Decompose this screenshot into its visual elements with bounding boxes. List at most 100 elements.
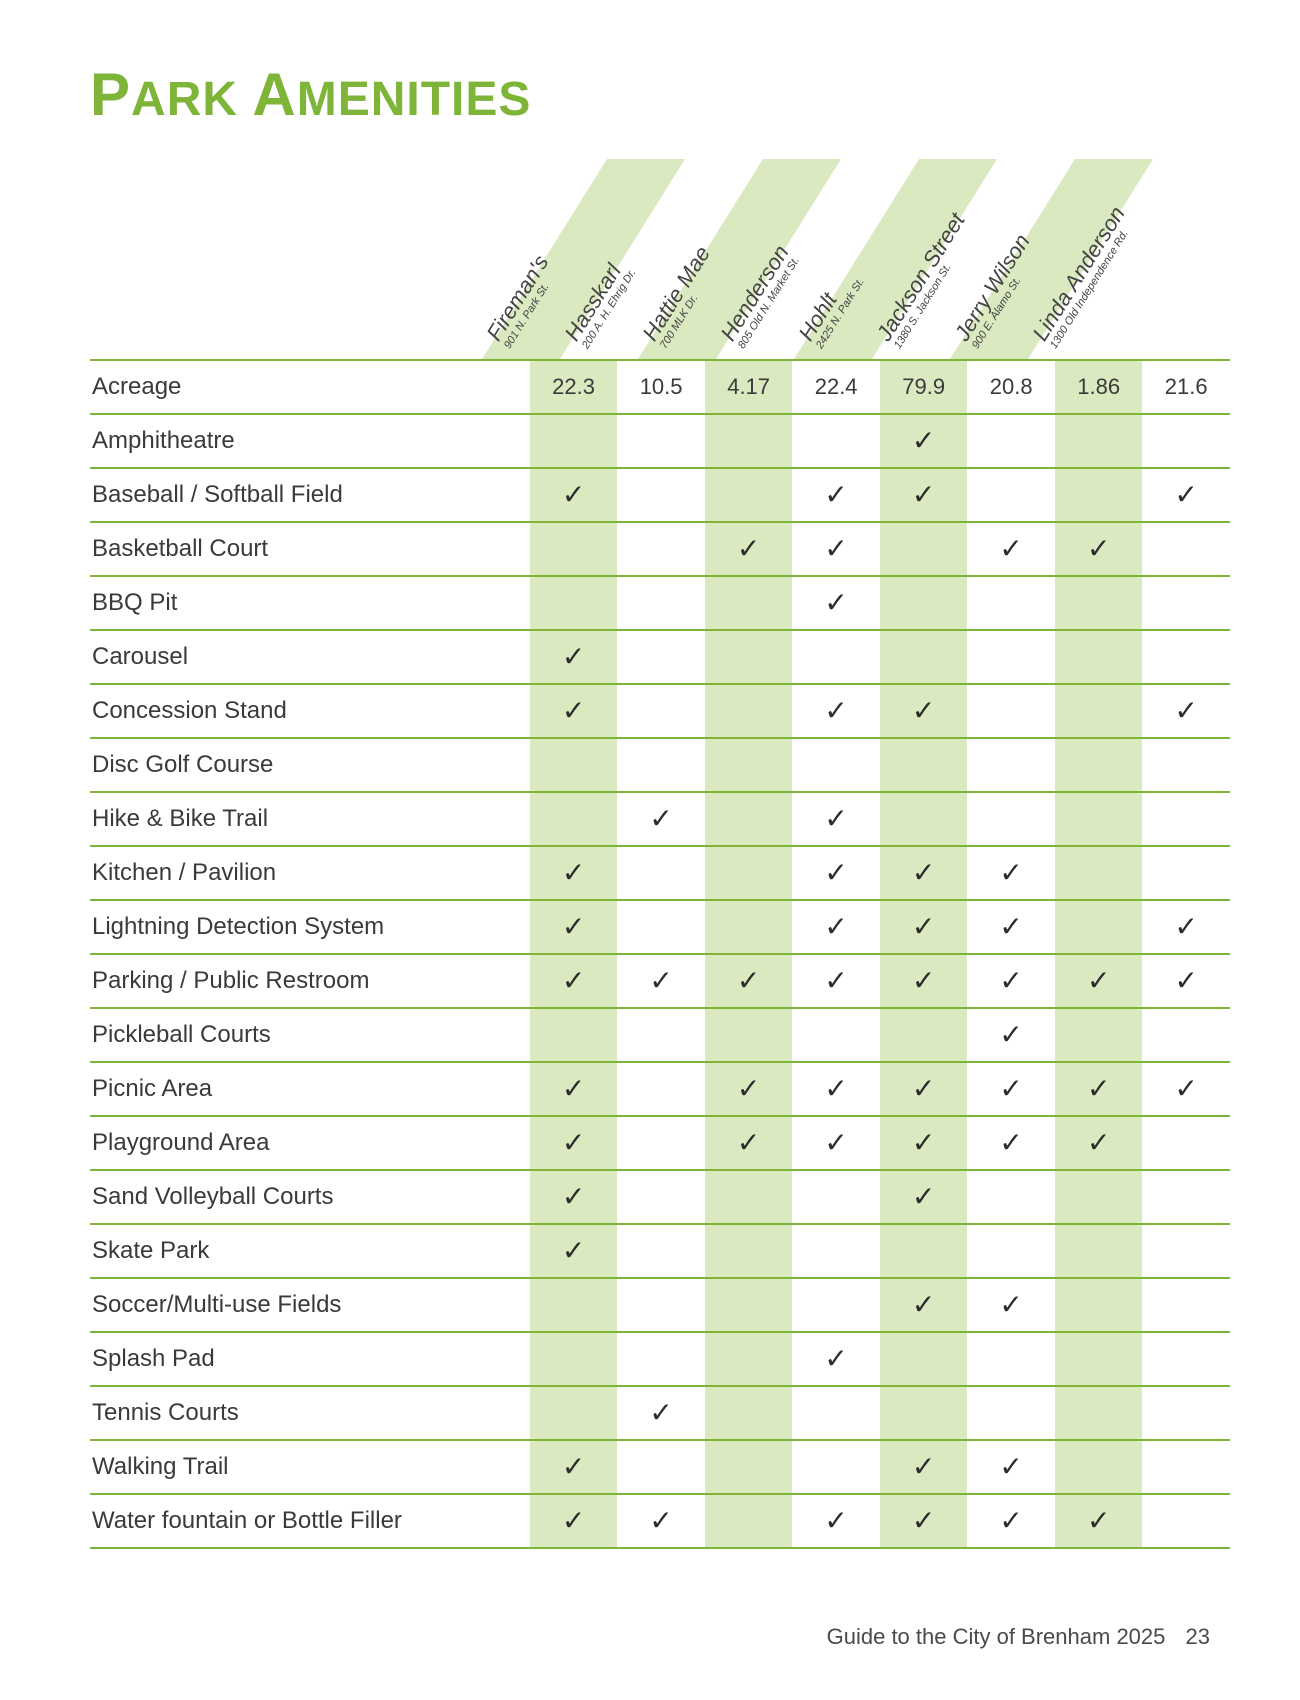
check-icon: ✓: [1087, 1507, 1110, 1535]
amenity-cell: ✓: [880, 1170, 968, 1224]
amenity-cell: ✓: [530, 468, 618, 522]
amenity-cell: ✓: [880, 684, 968, 738]
check-icon: ✓: [999, 1075, 1022, 1103]
table-row: Soccer/Multi-use Fields✓✓: [90, 1278, 1230, 1332]
acreage-value: 79.9: [902, 374, 945, 399]
row-label: Sand Volleyball Courts: [90, 1170, 530, 1224]
amenity-cell: [1142, 1170, 1230, 1224]
amenity-cell: [1142, 576, 1230, 630]
row-label: Skate Park: [90, 1224, 530, 1278]
amenity-cell: [617, 1062, 705, 1116]
amenity-cell: [880, 576, 968, 630]
amenity-cell: ✓: [617, 792, 705, 846]
amenity-cell: ✓: [792, 468, 880, 522]
acreage-value: 22.4: [815, 374, 858, 399]
amenity-cell: [880, 792, 968, 846]
amenity-cell: ✓: [1055, 954, 1143, 1008]
check-icon: ✓: [737, 1075, 760, 1103]
amenity-cell: ✓: [1142, 954, 1230, 1008]
amenity-cell: ✓: [1142, 468, 1230, 522]
check-icon: ✓: [737, 535, 760, 563]
table-row: Amphitheatre✓: [90, 414, 1230, 468]
amenity-cell: [530, 1008, 618, 1062]
amenity-cell: ✓: [880, 1278, 968, 1332]
amenity-cell: ✓: [617, 1386, 705, 1440]
check-icon: ✓: [999, 913, 1022, 941]
amenity-cell: ✓: [967, 1116, 1055, 1170]
amenity-cell: [1142, 1278, 1230, 1332]
amenity-cell: [880, 1224, 968, 1278]
amenity-cell: ✓: [1142, 900, 1230, 954]
title-cap-a: A: [252, 61, 296, 128]
amenity-cell: ✓: [880, 1494, 968, 1548]
row-label: Water fountain or Bottle Filler: [90, 1494, 530, 1548]
check-icon: ✓: [1174, 697, 1197, 725]
amenity-cell: [530, 1332, 618, 1386]
amenity-cell: [530, 1386, 618, 1440]
acreage-cell: 1.86: [1055, 360, 1143, 414]
amenity-cell: ✓: [792, 684, 880, 738]
amenity-cell: [617, 1332, 705, 1386]
check-icon: ✓: [999, 1507, 1022, 1535]
amenity-cell: [967, 630, 1055, 684]
amenity-cell: ✓: [617, 954, 705, 1008]
page-title: PARK AMENITIES: [90, 60, 1230, 129]
check-icon: ✓: [999, 1291, 1022, 1319]
check-icon: ✓: [1087, 1075, 1110, 1103]
amenity-cell: [880, 738, 968, 792]
amenity-cell: ✓: [967, 522, 1055, 576]
amenity-cell: [617, 1116, 705, 1170]
amenity-cell: [617, 738, 705, 792]
table-row: Water fountain or Bottle Filler✓✓✓✓✓✓: [90, 1494, 1230, 1548]
amenity-cell: [1055, 792, 1143, 846]
table-row: Pickleball Courts✓: [90, 1008, 1230, 1062]
amenity-cell: ✓: [530, 1170, 618, 1224]
amenity-cell: [1142, 792, 1230, 846]
amenity-cell: ✓: [967, 1440, 1055, 1494]
check-icon: ✓: [1087, 535, 1110, 563]
check-icon: ✓: [999, 859, 1022, 887]
table-row: Skate Park✓: [90, 1224, 1230, 1278]
amenity-cell: ✓: [880, 1440, 968, 1494]
row-label: Playground Area: [90, 1116, 530, 1170]
amenity-cell: ✓: [792, 954, 880, 1008]
check-icon: ✓: [562, 913, 585, 941]
acreage-cell: 22.3: [530, 360, 618, 414]
amenity-cell: [617, 1278, 705, 1332]
acreage-value: 20.8: [990, 374, 1033, 399]
check-icon: ✓: [912, 967, 935, 995]
amenity-cell: [617, 1170, 705, 1224]
amenity-cell: [1142, 1386, 1230, 1440]
check-icon: ✓: [912, 1183, 935, 1211]
amenity-cell: ✓: [880, 900, 968, 954]
acreage-cell: 22.4: [792, 360, 880, 414]
page-footer: Guide to the City of Brenham 2025 23: [827, 1624, 1210, 1650]
amenity-cell: ✓: [792, 1494, 880, 1548]
check-icon: ✓: [1174, 1075, 1197, 1103]
check-icon: ✓: [824, 967, 847, 995]
title-menities: MENITIES: [297, 73, 532, 126]
row-label: Acreage: [90, 360, 530, 414]
amenity-cell: [705, 1440, 793, 1494]
acreage-value: 10.5: [640, 374, 683, 399]
amenity-cell: [1142, 522, 1230, 576]
amenity-cell: [1142, 846, 1230, 900]
amenity-cell: [617, 468, 705, 522]
check-icon: ✓: [649, 1399, 672, 1427]
amenity-cell: [705, 414, 793, 468]
check-icon: ✓: [649, 1507, 672, 1535]
table-row: Disc Golf Course: [90, 738, 1230, 792]
check-icon: ✓: [824, 1075, 847, 1103]
amenity-cell: [1055, 846, 1143, 900]
amenity-cell: ✓: [530, 630, 618, 684]
row-label: Pickleball Courts: [90, 1008, 530, 1062]
check-icon: ✓: [912, 859, 935, 887]
amenity-cell: [705, 630, 793, 684]
table-row: Carousel✓: [90, 630, 1230, 684]
amenity-cell: [705, 1332, 793, 1386]
amenity-cell: ✓: [530, 1116, 618, 1170]
row-label: Kitchen / Pavilion: [90, 846, 530, 900]
amenity-cell: ✓: [967, 1062, 1055, 1116]
amenity-cell: [705, 1224, 793, 1278]
table-row: Concession Stand✓✓✓✓: [90, 684, 1230, 738]
